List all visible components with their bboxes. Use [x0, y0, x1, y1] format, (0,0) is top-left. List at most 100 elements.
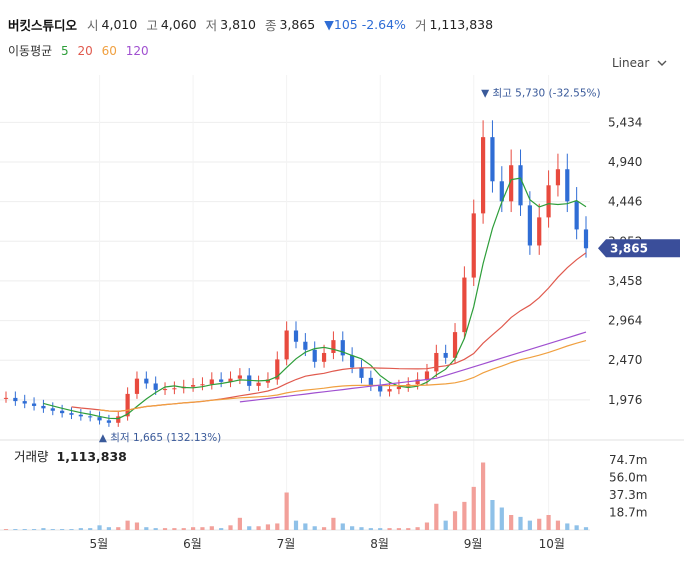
volume-bar	[443, 520, 448, 530]
candle-body	[275, 359, 280, 380]
volume-bar	[97, 525, 102, 530]
moving-average-legend: 이동평균 5 20 60 120	[8, 42, 154, 59]
volume-panel-title: 거래량 1,113,838	[14, 446, 127, 465]
candle-body	[321, 352, 327, 362]
candle-body	[518, 165, 523, 206]
candle-body	[537, 217, 542, 246]
volume-bar	[527, 520, 532, 530]
volume-bar	[256, 526, 261, 530]
volume-bar	[415, 527, 420, 530]
volume-bar	[153, 528, 158, 530]
volume-bar	[116, 527, 121, 530]
volume-bar	[200, 527, 205, 530]
x-tick-label: 10월	[539, 537, 565, 551]
ma-60-line	[99, 340, 587, 413]
change-value: ▼105 -2.64%	[324, 16, 406, 32]
y-tick-label: 4,940	[608, 155, 642, 169]
open-value: 4,010	[101, 16, 138, 32]
candle-body	[490, 137, 495, 182]
volume-bar	[583, 527, 589, 530]
candle-body	[396, 386, 402, 390]
candle-body	[134, 378, 140, 394]
volume-bar	[237, 517, 242, 530]
volume-bar	[406, 528, 411, 530]
candle-body	[200, 384, 205, 386]
ma-20-label[interactable]: 20	[77, 44, 93, 58]
volume-bar	[537, 518, 542, 530]
volume-bar	[368, 528, 373, 530]
candle-body	[60, 410, 65, 414]
volume-bar	[303, 523, 308, 530]
volume-tick-label: 56.0m	[609, 471, 647, 485]
candle-body	[41, 405, 46, 409]
volume-bar	[359, 527, 364, 530]
candle-body	[162, 389, 168, 391]
volume-bar	[31, 529, 37, 530]
volume-panel-label: 거래량	[14, 449, 49, 464]
volume-value: 1,113,838	[429, 16, 494, 32]
candle-body	[415, 379, 420, 385]
ma-120-line	[239, 331, 587, 403]
candle-body	[443, 352, 448, 358]
ma-5-line	[43, 177, 587, 420]
y-tick-label: 1,976	[608, 393, 642, 407]
candle-body	[228, 378, 233, 382]
candle-body	[368, 377, 373, 386]
candle-body	[471, 213, 476, 278]
volume-bar	[340, 523, 345, 530]
high-label: 고	[146, 17, 158, 33]
volume-bar	[480, 462, 486, 530]
candle-body	[97, 417, 102, 421]
x-tick-label: 9월	[464, 537, 483, 551]
volume-bar	[499, 507, 504, 530]
volume-bar	[247, 526, 252, 530]
volume-panel-value: 1,113,838	[56, 449, 127, 464]
volume-tick-label: 37.3m	[609, 488, 647, 502]
stock-header: 버킷스튜디오 시 4,010 고 4,060 저 3,810 종 3,865 ▼…	[8, 14, 502, 34]
ma-60-label[interactable]: 60	[101, 44, 117, 58]
ma-5-label[interactable]: 5	[61, 44, 69, 58]
candle-body	[509, 165, 514, 202]
volume-bar	[509, 515, 514, 530]
candle-body	[22, 401, 27, 404]
volume-bar	[125, 520, 130, 530]
scale-dropdown[interactable]: Linear	[612, 56, 667, 70]
volume-bar	[50, 529, 55, 530]
volume-bar	[546, 515, 551, 530]
candle-body	[153, 383, 158, 390]
candle-body	[452, 332, 458, 358]
candle-body	[583, 229, 589, 249]
candle-body	[546, 185, 551, 218]
low-value: 3,810	[220, 16, 256, 32]
volume-bar	[181, 528, 186, 530]
volume-bar	[69, 529, 74, 530]
volume-bar	[228, 525, 233, 530]
volume-bar	[144, 527, 149, 530]
volume-bar	[471, 486, 476, 530]
candle-body	[499, 181, 504, 202]
y-tick-label: 5,434	[608, 115, 642, 129]
open-label: 시	[87, 17, 99, 33]
volume-tick-label: 74.7m	[609, 453, 647, 467]
y-tick-label: 4,446	[608, 195, 642, 209]
candle-body	[125, 393, 130, 417]
high-value: 4,060	[160, 16, 197, 32]
candle-body	[209, 379, 214, 385]
ma-120-label[interactable]: 120	[125, 44, 149, 58]
volume-bar	[462, 501, 467, 530]
candle-body	[480, 137, 486, 214]
chevron-down-icon	[657, 60, 667, 66]
candle-body	[237, 375, 242, 379]
volume-bar	[350, 526, 355, 530]
volume-label: 거	[414, 17, 427, 33]
low-annotation: ▲ 최저 1,665 (132.13%)	[99, 432, 221, 444]
candle-body	[340, 340, 345, 356]
volume-bar	[424, 522, 430, 530]
volume-bar	[378, 528, 383, 530]
x-tick-label: 8월	[370, 537, 389, 551]
candle-body	[555, 169, 561, 186]
candle-body	[293, 330, 299, 342]
volume-bar	[555, 520, 561, 530]
scale-label: Linear	[612, 56, 650, 70]
